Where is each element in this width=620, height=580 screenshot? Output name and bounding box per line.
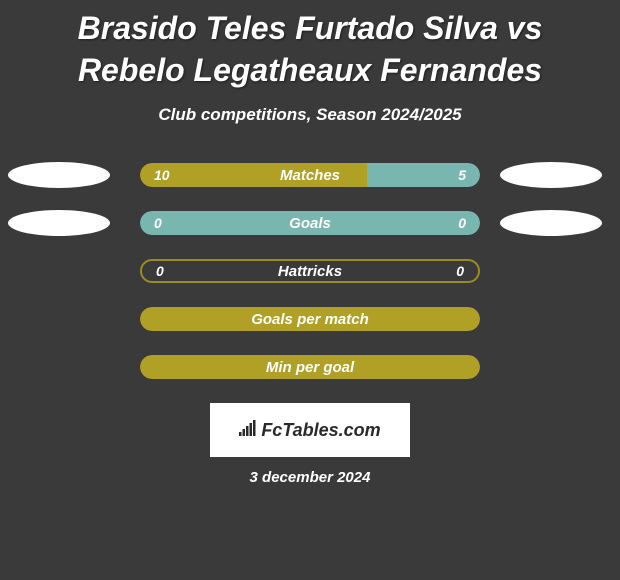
page-title: Brasido Teles Furtado Silva vs Rebelo Le… [0,0,620,91]
stat-label: Min per goal [140,359,480,376]
stat-rows: 105Matches 00Goals 00Hattricks Goals per ma… [0,163,620,379]
stat-bar: Goals per match [140,307,480,331]
logo-text: FcTables.com [261,420,380,441]
stat-bar: 00Hattricks [140,259,480,283]
left-ellipse [8,162,110,188]
stat-label: Matches [140,167,480,184]
stat-label: Hattricks [142,263,478,280]
stat-label: Goals [140,215,480,232]
left-ellipse [8,210,110,236]
date: 3 december 2024 [0,469,620,486]
logo: FcTables.com [239,420,380,441]
stat-bar: Min per goal [140,355,480,379]
stat-bar: 00Goals [140,211,480,235]
bars-icon [239,420,257,441]
stat-label: Goals per match [140,311,480,328]
right-ellipse [500,162,602,188]
right-ellipse [500,210,602,236]
subtitle: Club competitions, Season 2024/2025 [0,105,620,125]
logo-box: FcTables.com [210,403,410,457]
stat-bar: 105Matches [140,163,480,187]
stat-row: Min per goal [0,355,620,379]
stat-row: 00Goals [0,211,620,235]
comparison-infographic: Brasido Teles Furtado Silva vs Rebelo Le… [0,0,620,580]
stat-row: 105Matches [0,163,620,187]
stat-row: Goals per match [0,307,620,331]
stat-row: 00Hattricks [0,259,620,283]
